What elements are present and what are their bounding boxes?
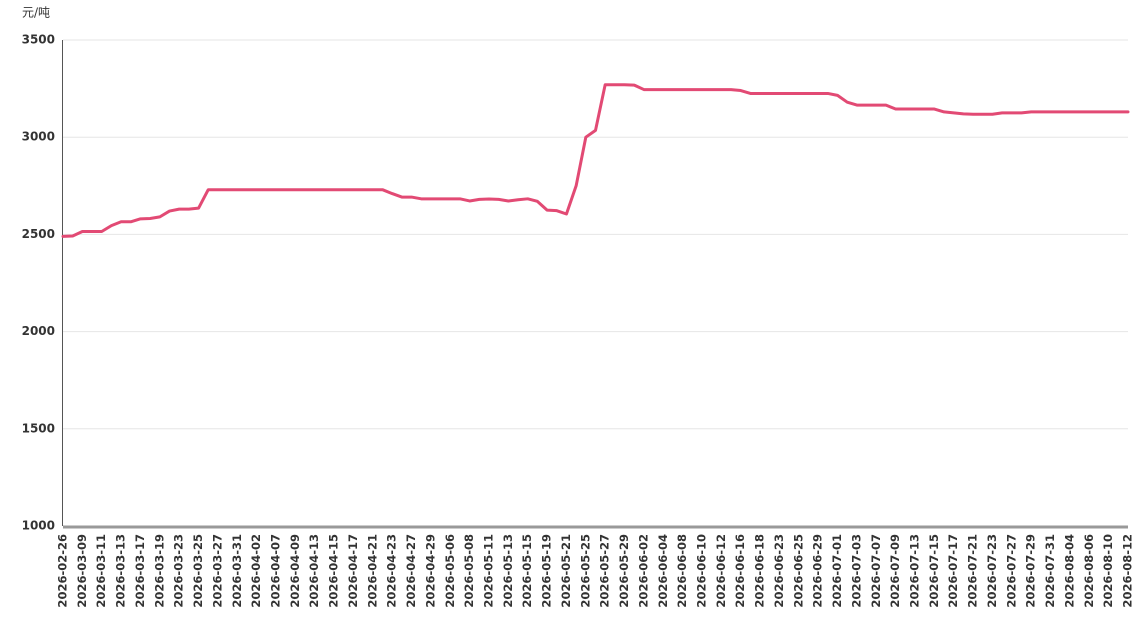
x-tick-label: 2026-07-27	[1004, 534, 1018, 608]
x-tick-label: 2026-04-13	[307, 534, 321, 608]
x-tick-label: 2026-05-08	[462, 534, 476, 608]
x-tick-label: 2026-08-04	[1062, 534, 1076, 608]
x-tick-label: 2026-07-03	[849, 534, 863, 608]
x-tick-label: 2026-04-09	[288, 534, 302, 608]
line	[61, 83, 1130, 238]
x-tick-label: 2026-04-23	[385, 534, 399, 608]
y-tick-label: 3500	[22, 33, 55, 47]
x-tick-label: 2026-07-09	[888, 534, 902, 608]
x-tick-label: 2026-03-11	[94, 534, 108, 608]
x-tick-label: 2026-04-17	[346, 534, 360, 608]
x-tick-label: 2026-03-19	[152, 534, 166, 608]
x-tick-label: 2026-04-02	[249, 534, 263, 608]
x-tick-label: 2026-05-15	[520, 534, 534, 608]
x-tick-label: 2026-07-29	[1024, 534, 1038, 608]
y-tick-label: 2000	[22, 324, 55, 338]
y-tick-label: 1000	[22, 519, 55, 533]
y-unit: 元/吨	[22, 6, 50, 20]
y-tick-label: 3000	[22, 130, 55, 144]
x-tick-label: 2026-06-10	[695, 534, 709, 608]
x-tick-label: 2026-04-15	[327, 534, 341, 608]
x-tick-label: 2026-06-25	[791, 534, 805, 608]
x-tick-label: 2026-03-31	[230, 534, 244, 608]
x-tick-label: 2026-06-16	[733, 534, 747, 608]
x-tick-label: 2026-03-13	[114, 534, 128, 608]
x-tick-label: 2026-05-11	[482, 534, 496, 608]
x-tick-label: 2026-07-07	[869, 534, 883, 608]
y-tick-label: 2500	[22, 227, 55, 241]
x-tick-label: 2026-03-09	[75, 534, 89, 608]
x-tick-label: 2026-07-17	[946, 534, 960, 608]
x-tick-label: 2026-07-13	[908, 534, 922, 608]
x-tick-label: 2026-07-31	[1043, 534, 1057, 608]
x-tick-label: 2026-06-23	[772, 534, 786, 608]
x-tick-label: 2026-03-25	[191, 534, 205, 608]
x-tick-label: 2026-03-23	[172, 534, 186, 608]
x-tick-label: 2026-08-12	[1121, 534, 1135, 608]
x-tick-label: 2026-03-17	[133, 534, 147, 608]
x-tick-label: 2026-04-07	[269, 534, 283, 608]
x-tick-label: 2026-04-29	[423, 534, 437, 608]
x-tick-label: 2026-05-13	[501, 534, 515, 608]
x-tick-label: 2026-08-10	[1101, 534, 1115, 608]
x-tick-label: 2026-03-27	[210, 534, 224, 608]
x-tick-label: 2026-05-25	[578, 534, 592, 608]
x-tick-label: 2026-07-21	[966, 534, 980, 608]
x-tick-label: 2026-05-29	[617, 534, 631, 608]
x-tick-label: 2026-07-01	[830, 534, 844, 608]
x-tick-label: 2026-05-21	[559, 534, 573, 608]
x-tick-label: 2026-05-19	[540, 534, 554, 608]
x-tick-label: 2026-07-15	[927, 534, 941, 608]
x-tick-label: 2026-06-04	[656, 534, 670, 608]
x-tick-label: 2026-06-29	[811, 534, 825, 608]
x-tick-label: 2026-04-21	[365, 534, 379, 608]
x-tick-label: 2026-06-18	[753, 534, 767, 608]
x-tick-label: 2026-02-26	[56, 534, 70, 608]
y-tick-label: 1500	[22, 421, 55, 435]
x-tick-label: 2026-04-27	[404, 534, 418, 608]
x-tick-label: 2026-05-27	[598, 534, 612, 608]
x-tick-label: 2026-06-12	[714, 534, 728, 608]
x-tick-label: 2026-05-06	[443, 534, 457, 608]
x-tick-label: 2026-06-08	[675, 534, 689, 608]
x-tick-label: 2026-07-23	[985, 534, 999, 608]
x-tick-label: 2026-06-02	[636, 534, 650, 608]
x-tick-label: 2026-08-06	[1082, 534, 1096, 608]
